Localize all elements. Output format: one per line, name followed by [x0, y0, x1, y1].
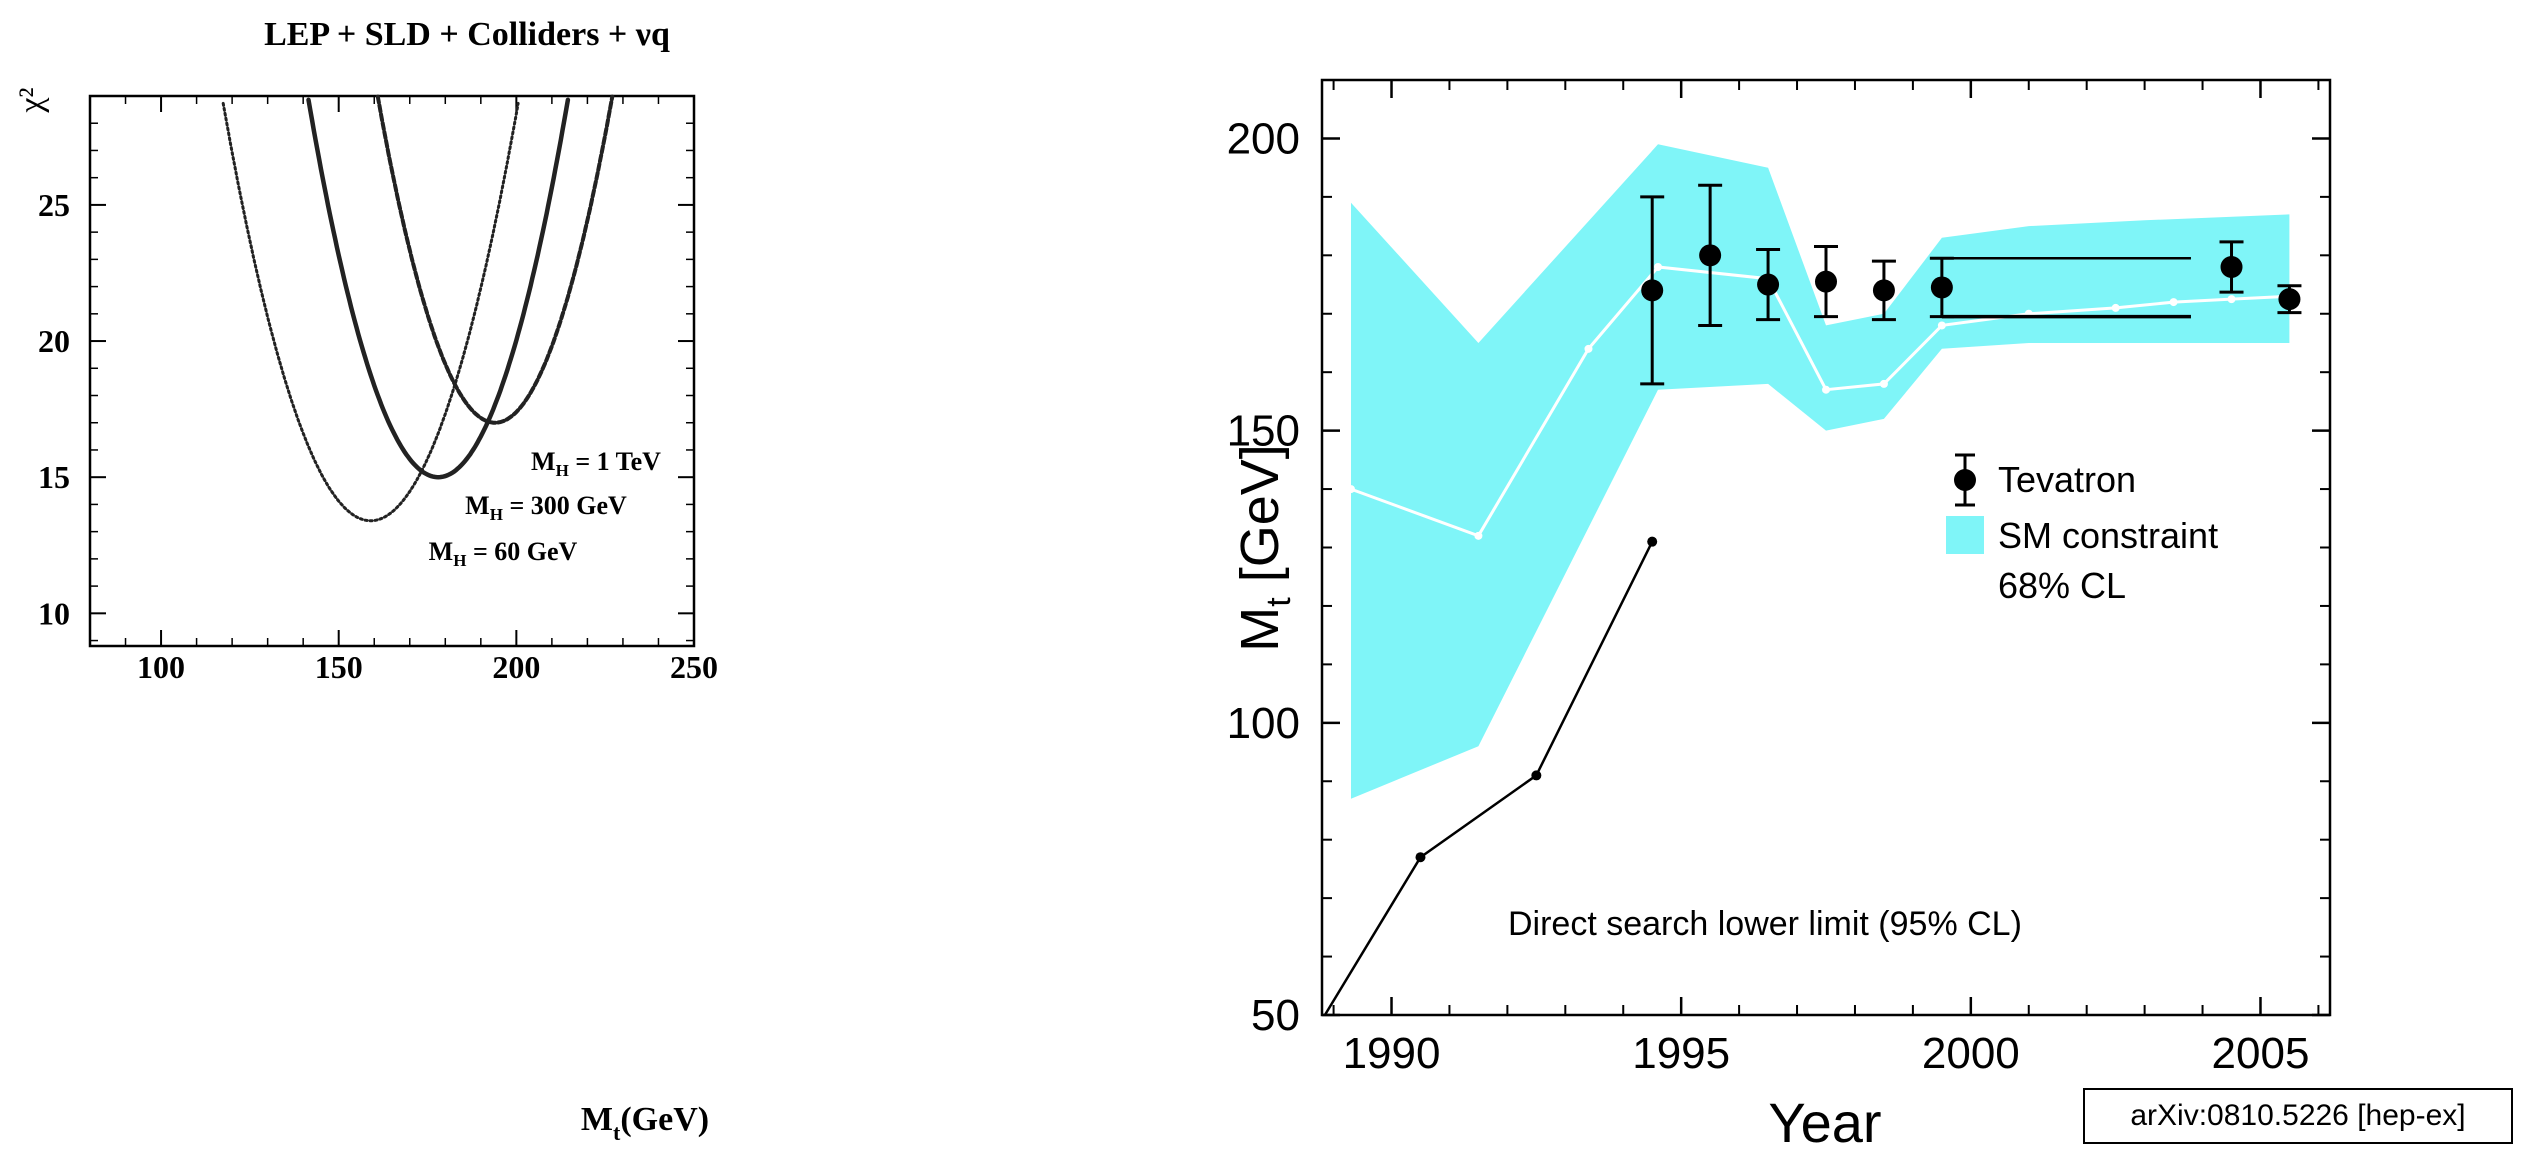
- mh-annotation-1: MH = 300 GeV: [465, 491, 627, 524]
- right-legend: Tevatron SM constraint 68% CL: [1946, 453, 2218, 606]
- mh-annotation-2: MH = 60 GeV: [429, 537, 578, 570]
- tevatron-point-1: [1699, 244, 1722, 267]
- direct-search-label: Direct search lower limit (95% CL): [1508, 905, 2022, 943]
- direct-search-line: [1323, 541, 1654, 1016]
- right-x-tick-label-3: 2005: [2212, 1029, 2310, 1078]
- mh-annotation-sub: H: [556, 461, 569, 480]
- left-x-tick-label-3: 250: [670, 649, 718, 685]
- left-x-axis-label-base: M: [581, 1101, 613, 1138]
- chi2-curve-solid: [306, 97, 571, 480]
- right-x-tick-label-0: 1990: [1343, 1029, 1441, 1078]
- chi2-curve-dashed: [375, 94, 615, 425]
- right-y-axis-label-base: M: [1230, 607, 1290, 652]
- left-ticks: 100 150 200 250 10 15 20 25: [38, 95, 718, 685]
- right-y-axis-label-sub: t: [1260, 597, 1298, 607]
- right-y-axis-label: Mt [GeV]: [1230, 444, 1298, 652]
- chi2-curve-dotted: [221, 101, 520, 523]
- sm-central-point: [1937, 321, 1946, 330]
- right-lines: [1323, 256, 2191, 1016]
- tevatron-point-5: [1930, 276, 1953, 299]
- sm-central-point: [2227, 295, 2236, 304]
- sm-constraint-area: [1351, 144, 2290, 799]
- sm-central-point: [1654, 263, 1662, 271]
- right-y-tick-label-3: 200: [1227, 114, 1300, 163]
- legend-tevatron-label: Tevatron: [1998, 459, 2136, 500]
- left-chart-title: LEP + SLD + Colliders + νq: [264, 16, 670, 53]
- arxiv-label: arXiv:0810.5226 [hep-ex]: [2083, 1088, 2513, 1144]
- sm-central-point: [1879, 379, 1888, 388]
- mh-annotation-sub: H: [453, 551, 466, 570]
- right-y-tick-label-2: 150: [1227, 407, 1300, 456]
- mh-annotation-rest: = 60 GeV: [466, 537, 577, 566]
- direct-search-point: [1531, 770, 1542, 781]
- sm-constraint-band: [1346, 144, 2294, 799]
- sm-central-point: [1822, 385, 1830, 394]
- right-y-tick-label-0: 50: [1251, 991, 1300, 1040]
- right-chart: 1990 1995 2000 2005 50 100 150 200 Tevatron SM c…: [1227, 78, 2332, 1154]
- sm-central-point: [1346, 485, 1355, 494]
- right-y-axis-label-rest: [GeV]: [1230, 444, 1290, 597]
- tevatron-point-6: [2220, 256, 2243, 278]
- mh-annotation-rest: = 1 TeV: [569, 447, 661, 476]
- tevatron-point-0: [1641, 279, 1664, 302]
- mh-annotation-base: M: [531, 447, 556, 476]
- tevatron-point-2: [1757, 273, 1780, 296]
- left-y-axis-label: χ²: [13, 87, 50, 113]
- left-x-tick-label-0: 100: [137, 649, 185, 685]
- left-x-tick-label-2: 200: [492, 649, 540, 685]
- left-x-axis-label: Mt(GeV): [581, 1101, 709, 1145]
- direct-search-point: [1647, 536, 1658, 547]
- direct-search-point: [1415, 852, 1426, 863]
- legend-sm-swatch: [1946, 516, 1984, 554]
- left-x-axis-label-sub: t: [613, 1120, 621, 1145]
- sm-central-point: [2111, 303, 2120, 312]
- right-ticks: 1990 1995 2000 2005 50 100 150 200: [1227, 80, 2330, 1078]
- tevatron-point-7: [2278, 288, 2301, 311]
- mh-annotation-sub: H: [490, 505, 503, 524]
- left-curves: [221, 94, 615, 523]
- left-y-tick-label-3: 25: [38, 187, 70, 223]
- left-chart: LEP + SLD + Colliders + νq χ² 100 150 200 2…: [13, 16, 718, 1145]
- legend-tevatron-marker: [1954, 469, 1976, 491]
- left-plot-frame: [88, 94, 696, 648]
- left-x-tick-label-1: 150: [315, 649, 363, 685]
- right-x-tick-label-2: 2000: [1922, 1029, 2020, 1078]
- sm-central-point: [2169, 298, 2178, 307]
- legend-cl-label: 68% CL: [1998, 565, 2126, 606]
- tevatron-point-4: [1872, 279, 1895, 302]
- tevatron-points: [1640, 183, 2302, 386]
- right-y-tick-label-1: 100: [1227, 699, 1300, 748]
- left-y-tick-label-1: 15: [38, 459, 70, 495]
- right-x-tick-label-1: 1995: [1632, 1029, 1730, 1078]
- left-x-axis-label-rest: (GeV): [620, 1101, 709, 1138]
- mh-annotation-0: MH = 1 TeV: [531, 447, 661, 480]
- left-y-tick-label-0: 10: [38, 595, 70, 631]
- mh-annotation-base: M: [465, 491, 490, 520]
- legend-sm-label: SM constraint: [1998, 515, 2218, 556]
- tevatron-point-3: [1815, 270, 1837, 293]
- mh-annotation-rest: = 300 GeV: [503, 491, 627, 520]
- sm-central-point: [1474, 531, 1483, 540]
- mh-annotation-base: M: [429, 537, 454, 566]
- sm-central-point: [1584, 344, 1593, 353]
- left-y-tick-label-2: 20: [38, 323, 70, 359]
- right-x-axis-label: Year: [1768, 1091, 1881, 1154]
